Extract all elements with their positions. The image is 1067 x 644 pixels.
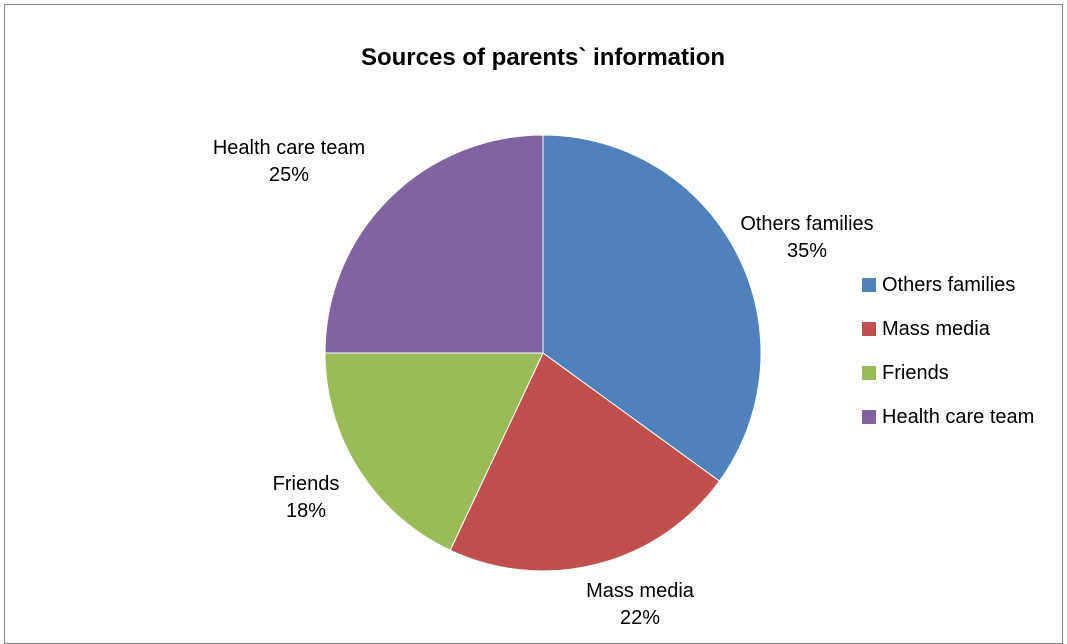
pie-chart: Sources of parents` information Others f… xyxy=(213,44,1034,629)
legend-label-friends: Friends xyxy=(882,362,949,384)
data-label-mass-media: Mass media 22% xyxy=(586,580,695,629)
legend-label-health-care-team: Health care team xyxy=(882,406,1034,428)
legend-swatch-mass-media xyxy=(862,322,876,336)
slice-labels: Others families 35% Mass media 22% Friends 18… xyxy=(213,137,874,629)
data-label-friends: Friends 18% xyxy=(273,473,340,522)
pie-slices xyxy=(324,134,762,572)
legend-swatch-friends xyxy=(862,366,876,380)
legend-label-others-families: Others families xyxy=(882,274,1015,296)
legend-label-mass-media: Mass media xyxy=(882,318,991,340)
pie-slice-others-families xyxy=(542,134,762,482)
pie-slice-friends xyxy=(324,352,544,551)
data-label-health-care-team: Health care team 25% xyxy=(213,137,365,186)
pie-slice-health-care-team xyxy=(324,134,544,354)
chart-title: Sources of parents` information xyxy=(361,44,725,71)
data-label-others-families: Others families 35% xyxy=(740,213,873,262)
legend: Others families Mass media Friends Health c… xyxy=(862,274,1034,428)
legend-swatch-others-families xyxy=(862,278,876,292)
legend-swatch-health-care-team xyxy=(862,410,876,424)
